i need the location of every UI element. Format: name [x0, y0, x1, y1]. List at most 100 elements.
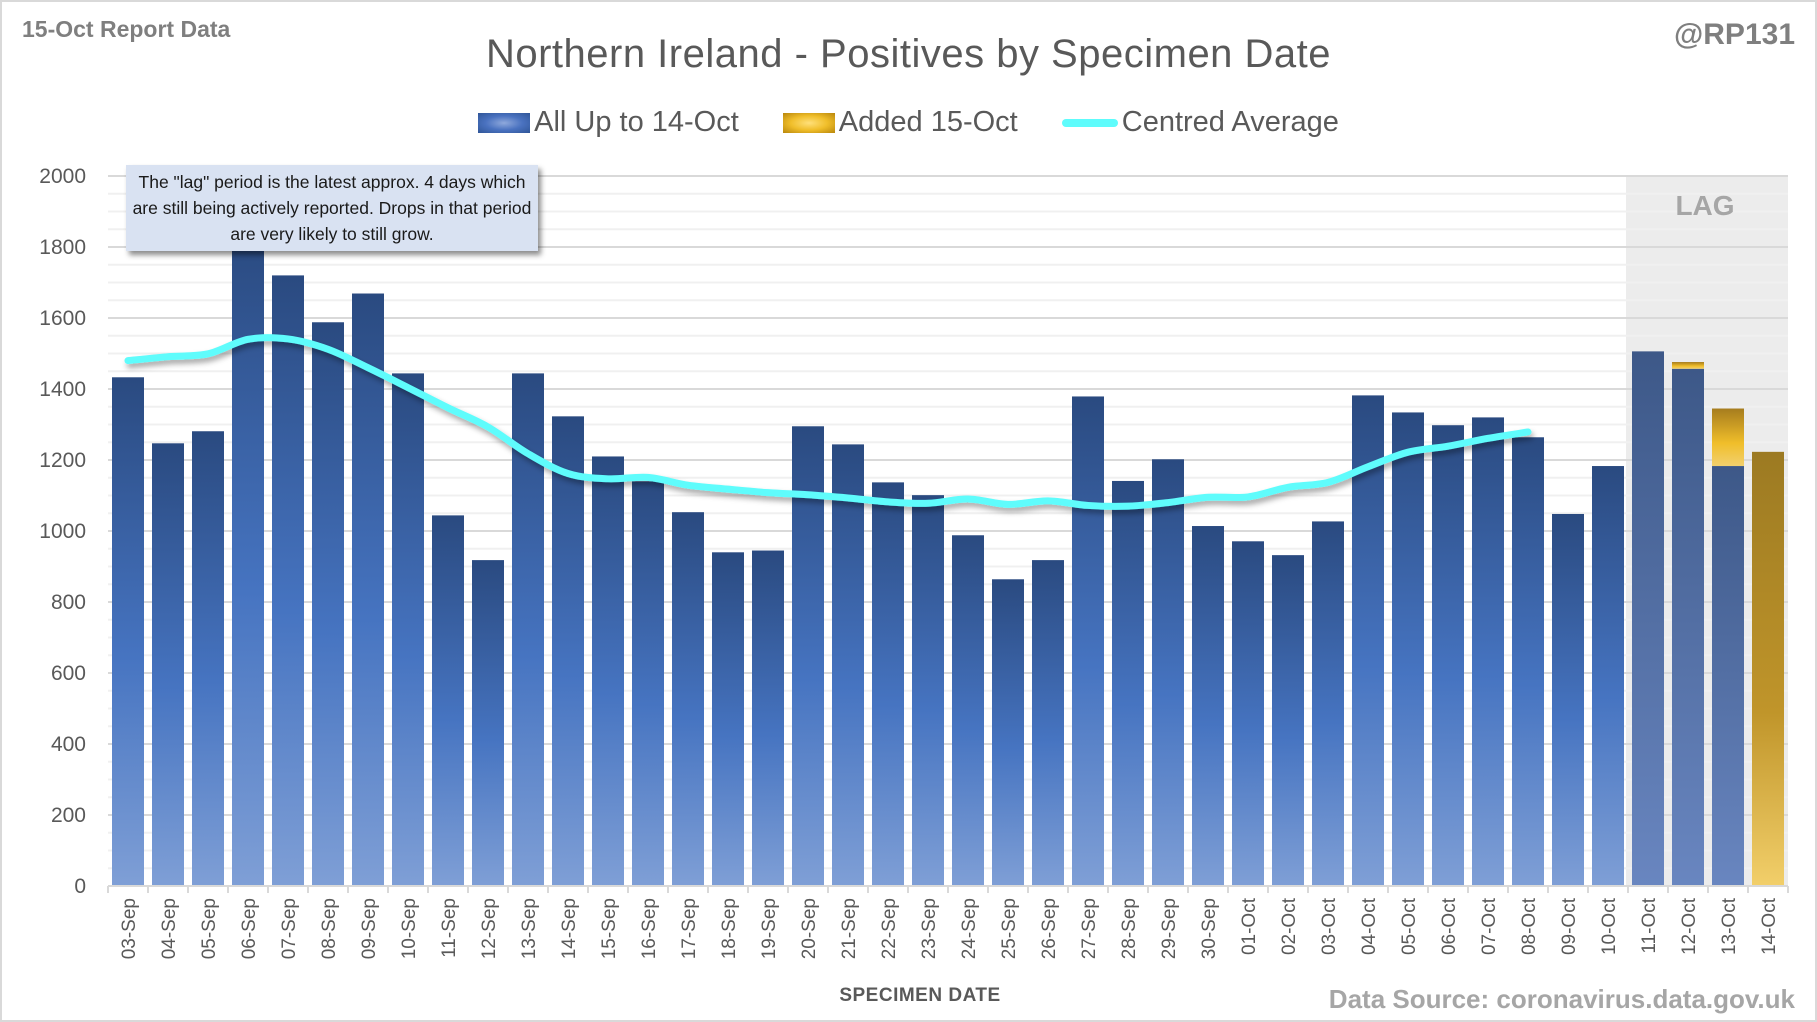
bar-all-up-to [1152, 459, 1184, 886]
legend-swatch-gold [782, 112, 835, 133]
x-tick-label: 18-Sep [719, 898, 740, 959]
legend-item-all-up-to: All Up to 14-Oct [478, 106, 739, 139]
y-tick-label: 200 [51, 804, 86, 827]
x-tick-label: 20-Sep [799, 898, 820, 959]
data-source: Data Source: coronavirus.data.gov.uk [1328, 984, 1795, 1014]
x-tick-label: 30-Sep [1199, 898, 1220, 959]
x-tick-label: 06-Oct [1439, 897, 1460, 955]
x-tick-label: 14-Sep [559, 898, 580, 959]
x-tick-label: 10-Oct [1599, 897, 1620, 955]
y-tick-label: 2000 [39, 165, 86, 188]
bar-all-up-to [592, 456, 624, 886]
x-tick-label: 05-Sep [199, 898, 220, 959]
legend-swatch-line [1061, 118, 1118, 127]
x-tick-label: 17-Sep [679, 898, 700, 959]
bar-added [1752, 451, 1784, 886]
x-tick-label: 01-Oct [1239, 897, 1260, 955]
legend: All Up to 14-Oct Added 15-Oct Centred Av… [0, 106, 1817, 139]
lag-label: LAG [1675, 190, 1735, 221]
bar-all-up-to [1672, 368, 1704, 886]
bar-all-up-to [792, 426, 824, 886]
bar-all-up-to [552, 416, 584, 886]
x-tick-label: 04-Sep [159, 898, 180, 959]
bar-all-up-to [752, 550, 784, 886]
y-tick-label: 1200 [39, 449, 86, 472]
y-tick-label: 1000 [39, 520, 86, 543]
bar-all-up-to [192, 431, 224, 886]
legend-label: Added 15-Oct [838, 106, 1018, 138]
bar-all-up-to [1552, 513, 1584, 886]
bar-all-up-to [1312, 521, 1344, 886]
x-tick-label: 16-Sep [639, 898, 660, 959]
bar-all-up-to [432, 515, 464, 886]
x-tick-label: 07-Sep [279, 898, 300, 959]
x-tick-label: 29-Sep [1159, 898, 1180, 959]
y-tick-label: 1800 [39, 236, 86, 259]
x-tick-label: 11-Sep [439, 898, 460, 958]
bar-all-up-to [952, 535, 984, 886]
x-tick-label: 13-Oct [1719, 897, 1740, 955]
x-tick-label: 11-Oct [1639, 897, 1660, 953]
bar-all-up-to [632, 481, 664, 886]
bar-all-up-to [272, 275, 304, 886]
bar-all-up-to [112, 377, 144, 886]
x-tick-label: 23-Sep [919, 898, 940, 959]
bar-all-up-to [152, 443, 184, 886]
bar-all-up-to [1032, 560, 1064, 886]
bar-all-up-to [352, 293, 384, 886]
legend-label: Centred Average [1121, 106, 1339, 138]
x-tick-label: 27-Sep [1079, 898, 1100, 959]
x-tick-label: 06-Sep [239, 898, 260, 959]
x-tick-label: 24-Sep [959, 898, 980, 959]
x-tick-label: 05-Oct [1399, 897, 1420, 955]
x-tick-label: 10-Sep [399, 898, 420, 959]
y-tick-label: 1600 [39, 307, 86, 330]
x-tick-label: 04-Oct [1359, 897, 1380, 955]
x-tick-label: 19-Sep [759, 898, 780, 959]
x-tick-label: 15-Sep [599, 898, 620, 959]
bar-all-up-to [1192, 526, 1224, 886]
x-tick-label: 08-Sep [319, 898, 340, 959]
bar-all-up-to [1352, 395, 1384, 886]
bar-all-up-to [672, 512, 704, 886]
bar-all-up-to [832, 444, 864, 886]
bar-added [1712, 408, 1744, 467]
y-tick-label: 400 [51, 733, 86, 756]
centred-average-line [124, 334, 1532, 510]
bar-all-up-to [312, 322, 344, 886]
report-date-label: 15-Oct Report Data [22, 16, 231, 42]
x-tick-label: 07-Oct [1479, 897, 1500, 955]
chart-title: Northern Ireland - Positives by Specimen… [485, 32, 1332, 76]
legend-swatch-blue [478, 112, 531, 133]
legend-item-added: Added 15-Oct [782, 106, 1018, 139]
x-tick-label: 08-Oct [1519, 897, 1540, 955]
x-axis-title: SPECIMEN DATE [839, 985, 1001, 1006]
x-tick-label: 26-Sep [1039, 898, 1060, 959]
x-tick-label: 21-Sep [839, 898, 860, 959]
bar-all-up-to [912, 495, 944, 886]
x-tick-label: 12-Oct [1679, 897, 1700, 955]
bar-all-up-to [992, 579, 1024, 886]
bar-all-up-to [1472, 417, 1504, 886]
bar-all-up-to [1272, 555, 1304, 886]
x-tick-label: 09-Sep [359, 898, 380, 959]
x-tick-label: 22-Sep [879, 898, 900, 959]
bar-all-up-to [1632, 351, 1664, 886]
bar-all-up-to [1592, 466, 1624, 886]
lag-annotation-text: The "lag" period is the latest approx. 4… [132, 172, 532, 244]
bar-all-up-to [1232, 541, 1264, 886]
x-tick-label: 03-Oct [1319, 897, 1340, 955]
bar-all-up-to [1512, 437, 1544, 886]
y-tick-label: 1400 [39, 378, 86, 401]
bar-all-up-to [232, 232, 264, 887]
x-tick-label: 03-Sep [119, 898, 140, 959]
x-tick-label: 13-Sep [519, 898, 540, 959]
legend-label: All Up to 14-Oct [534, 106, 739, 138]
x-tick-label: 09-Oct [1559, 897, 1580, 955]
author-handle: @RP131 [1674, 18, 1795, 51]
x-tick-label: 12-Sep [479, 898, 500, 959]
bar-added [1672, 362, 1704, 369]
x-tick-label: 25-Sep [999, 898, 1020, 959]
bar-all-up-to [1112, 480, 1144, 886]
